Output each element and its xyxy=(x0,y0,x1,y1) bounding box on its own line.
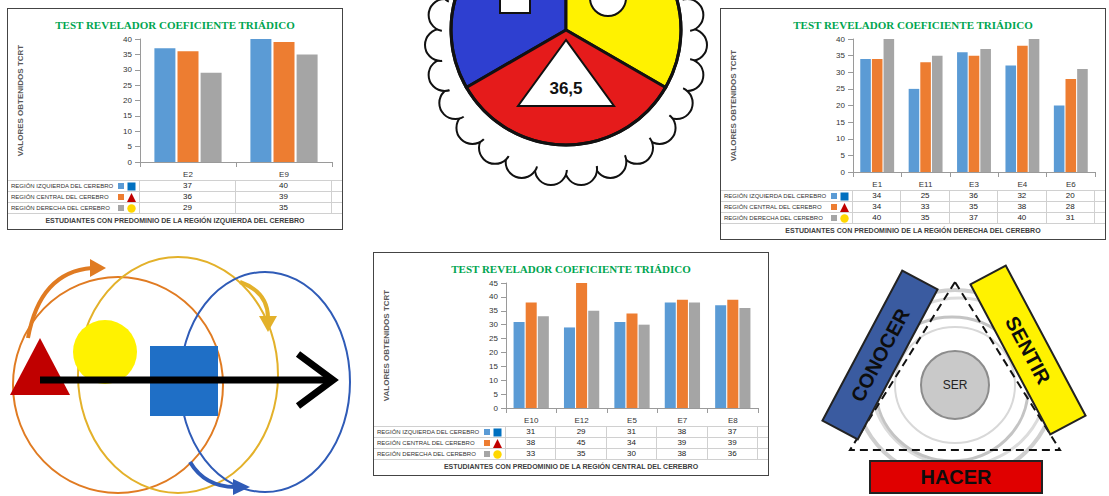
svg-text:35: 35 xyxy=(836,51,845,60)
svg-text:E5: E5 xyxy=(627,416,637,425)
svg-text:E10: E10 xyxy=(524,416,539,425)
svg-text:20: 20 xyxy=(489,348,498,357)
html-text:38: 38 xyxy=(1017,202,1027,211)
html-text:35: 35 xyxy=(576,449,586,458)
svg-text:20: 20 xyxy=(123,96,132,105)
html-text:34: 34 xyxy=(872,202,882,211)
html-text:34: 34 xyxy=(627,438,636,447)
svg-text:35: 35 xyxy=(123,50,132,59)
svg-text:E8: E8 xyxy=(728,416,738,425)
html-text:37: 37 xyxy=(969,213,978,222)
html-text:29: 29 xyxy=(183,203,192,212)
html-text:40: 40 xyxy=(872,213,882,222)
svg-text:0: 0 xyxy=(128,158,133,167)
html-text:REGIÓN DERECHA DEL CEREBRO: REGIÓN DERECHA DEL CEREBRO xyxy=(377,451,476,457)
svg-text:30: 30 xyxy=(836,68,845,77)
svg-text:0: 0 xyxy=(841,168,846,177)
svg-text:35: 35 xyxy=(489,306,498,315)
html-text:REGIÓN CENTRAL DEL CEREBRO: REGIÓN CENTRAL DEL CEREBRO xyxy=(11,194,109,200)
svg-text:VALORES OBTENIDOS TCRT: VALORES OBTENIDOS TCRT xyxy=(382,290,391,402)
html-text:45: 45 xyxy=(576,438,586,447)
svg-text:10: 10 xyxy=(836,134,845,143)
svg-text:40: 40 xyxy=(489,292,498,301)
svg-text:E9: E9 xyxy=(279,170,289,179)
html-text:38: 38 xyxy=(677,427,687,436)
html-text:33: 33 xyxy=(920,202,930,211)
html-text:33: 33 xyxy=(526,449,536,458)
html-text:39: 39 xyxy=(727,438,737,447)
svg-text:0: 0 xyxy=(494,404,499,413)
html-text:32: 32 xyxy=(1017,191,1027,200)
html-text:REGIÓN DERECHA DEL CEREBRO: REGIÓN DERECHA DEL CEREBRO xyxy=(11,205,110,211)
html-text:35: 35 xyxy=(279,203,288,212)
svg-text:10: 10 xyxy=(123,127,132,136)
svg-text:E1: E1 xyxy=(872,180,882,189)
html-text:ESTUDIANTES CON PREDOMINIO DE: ESTUDIANTES CON PREDOMINIO DE LA REGIÓN … xyxy=(785,227,1041,234)
html-text:40: 40 xyxy=(279,181,288,190)
svg-text:25: 25 xyxy=(123,81,132,90)
html-text:37: 37 xyxy=(727,427,737,436)
svg-text:15: 15 xyxy=(489,362,498,371)
html-text:20: 20 xyxy=(1065,191,1075,200)
svg-text:VALORES OBTENIDOS TCRT: VALORES OBTENIDOS TCRT xyxy=(16,45,25,157)
svg-text:HACER: HACER xyxy=(920,466,992,488)
svg-text:E12: E12 xyxy=(574,416,589,425)
svg-text:TEST REVELADOR COEFICIENTE TRI: TEST REVELADOR COEFICIENTE TRIÁDICO xyxy=(451,263,691,275)
html-text:REGIÓN IZQUIERDA DEL CEREBRO: REGIÓN IZQUIERDA DEL CEREBRO xyxy=(724,193,827,199)
svg-text:40: 40 xyxy=(836,35,845,44)
svg-text:E2: E2 xyxy=(183,170,193,179)
svg-text:TEST REVELADOR COEFICIENTE TRI: TEST REVELADOR COEFICIENTE TRIÁDICO xyxy=(793,19,1033,31)
html-text:ESTUDIANTES CON PREDOMINIO DE: ESTUDIANTES CON PREDOMINIO DE LA REGIÓN … xyxy=(45,217,305,224)
html-text:35: 35 xyxy=(969,202,978,211)
html-text:REGIÓN CENTRAL DEL CEREBRO: REGIÓN CENTRAL DEL CEREBRO xyxy=(724,204,822,210)
svg-text:15: 15 xyxy=(836,118,845,127)
svg-text:E4: E4 xyxy=(1018,180,1028,189)
html-text:REGIÓN IZQUIERDA DEL CEREBRO: REGIÓN IZQUIERDA DEL CEREBRO xyxy=(11,183,114,189)
svg-text:E3: E3 xyxy=(969,180,979,189)
html-text:40: 40 xyxy=(1017,213,1027,222)
svg-text:25: 25 xyxy=(489,334,498,343)
svg-text:CONOCER: CONOCER xyxy=(846,304,914,405)
svg-text:40: 40 xyxy=(123,35,132,44)
html-text:37: 37 xyxy=(183,181,192,190)
svg-text:36,5: 36,5 xyxy=(549,79,582,98)
svg-text:30: 30 xyxy=(123,65,132,74)
html-text:31: 31 xyxy=(1065,213,1075,222)
svg-text:5: 5 xyxy=(841,151,846,160)
html-text:36: 36 xyxy=(183,192,192,201)
svg-text:20: 20 xyxy=(836,101,845,110)
svg-text:5: 5 xyxy=(128,142,133,151)
html-text:39: 39 xyxy=(677,438,687,447)
html-text:28: 28 xyxy=(1065,202,1075,211)
svg-text:SENTIR: SENTIR xyxy=(1001,312,1055,388)
svg-text:30: 30 xyxy=(489,320,498,329)
html-text:ESTUDIANTES CON PREDOMINIO DE: ESTUDIANTES CON PREDOMINIO DE LA REGIÓN … xyxy=(443,463,699,470)
html-text:35: 35 xyxy=(920,213,930,222)
svg-text:E11: E11 xyxy=(919,180,933,189)
svg-text:TEST REVELADOR COEFICIENTE TRI: TEST REVELADOR COEFICIENTE TRIÁDICO xyxy=(55,19,295,31)
html-text:38: 38 xyxy=(677,449,687,458)
html-text:39: 39 xyxy=(279,192,288,201)
svg-text:15: 15 xyxy=(123,111,132,120)
svg-text:5: 5 xyxy=(494,390,499,399)
svg-text:45: 45 xyxy=(489,279,498,288)
svg-text:E6: E6 xyxy=(1066,180,1076,189)
html-text:34: 34 xyxy=(872,191,882,200)
html-text:REGIÓN CENTRAL DEL CEREBRO: REGIÓN CENTRAL DEL CEREBRO xyxy=(377,440,475,446)
svg-text:10: 10 xyxy=(489,376,498,385)
html-text:38: 38 xyxy=(526,438,536,447)
html-text:30: 30 xyxy=(627,449,636,458)
html-text:31: 31 xyxy=(526,427,536,436)
svg-text:25: 25 xyxy=(836,84,845,93)
svg-text:E7: E7 xyxy=(678,416,688,425)
html-text:25: 25 xyxy=(920,191,930,200)
html-text:REGIÓN IZQUIERDA DEL CEREBRO: REGIÓN IZQUIERDA DEL CEREBRO xyxy=(377,429,480,435)
svg-text:SER: SER xyxy=(943,378,968,392)
html-text:29: 29 xyxy=(576,427,586,436)
html-text:31: 31 xyxy=(627,427,636,436)
svg-text:VALORES OBTENIDOS TCRT: VALORES OBTENIDOS TCRT xyxy=(729,50,738,162)
html-text:REGIÓN DERECHA DEL CEREBRO: REGIÓN DERECHA DEL CEREBRO xyxy=(724,215,823,221)
html-text:36: 36 xyxy=(969,191,978,200)
html-text:36: 36 xyxy=(727,449,737,458)
